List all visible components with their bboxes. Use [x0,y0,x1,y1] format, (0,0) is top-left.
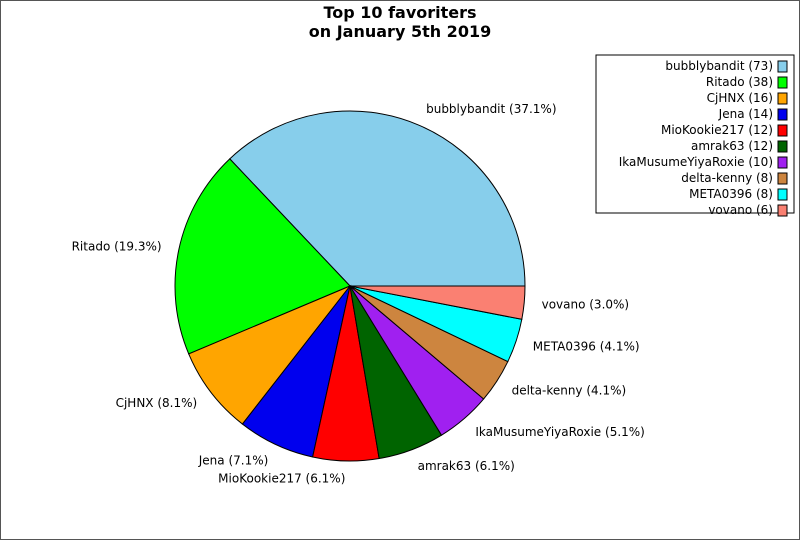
legend-entry-vovano: vovano (6) [708,203,773,217]
legend-entry-ikamusumeyiyaroxie: IkaMusumeYiyaRoxie (10) [619,155,773,169]
legend-swatch-ikamusumeyiyaroxie [777,156,788,169]
slice-label-ritado: Ritado (19.3%) [72,239,162,253]
legend-entry-delta-kenny: delta-kenny (8) [681,171,773,185]
legend-entry-meta0396: META0396 (8) [689,187,773,201]
pie-slice-ritado [174,158,351,355]
slice-label-ikamusumeyiyaroxie: IkaMusumeYiyaRoxie (5.1%) [475,425,644,439]
chart-title-line-2: on January 5th 2019 [309,22,491,41]
legend-swatch-ritado [777,76,788,89]
pie-slice-vovano [349,285,526,320]
legend-entry-miokookie217: MioKookie217 (12) [661,123,773,137]
legend-entry-cjhnx: CjHNX (16) [707,91,773,105]
slice-label-miokookie217: MioKookie217 (6.1%) [218,471,345,485]
legend-entry-jena: Jena (14) [718,107,773,121]
legend-swatch-jena [777,108,788,121]
slice-label-jena: Jena (7.1%) [198,453,269,467]
legend-swatch-meta0396 [777,188,788,201]
pie-slices [174,110,526,462]
slice-label-delta-kenny: delta-kenny (4.1%) [512,384,627,398]
slice-label-amrak63: amrak63 (6.1%) [418,459,515,473]
legend: bubblybandit (73) Ritado (38) CjHNX (16) Je… [595,54,795,217]
legend-swatch-amrak63 [777,140,788,153]
legend-entry-ritado: Ritado (38) [706,75,773,89]
pie-slice-cjhnx [188,284,352,425]
legend-entry-amrak63: amrak63 (12) [691,139,773,153]
pie-slice-bubblybandit [229,110,526,287]
slice-label-vovano: vovano (3.0%) [542,297,630,311]
slice-label-bubblybandit: bubblybandit (37.1%) [426,102,556,116]
slice-label-cjhnx: CjHNX (8.1%) [116,396,198,410]
legend-swatch-miokookie217 [777,124,788,137]
slice-labels: bubblybandit (37.1%) Ritado (19.3%) CjHNX … [72,102,645,485]
slice-label-meta0396: META0396 (4.1%) [533,339,640,353]
chart-title-line-1: Top 10 favoriters [323,3,476,22]
legend-swatch-delta-kenny [777,172,788,185]
legend-swatch-bubblybandit [777,60,788,73]
legend-swatch-vovano [777,204,788,217]
legend-swatch-cjhnx [777,92,788,105]
legend-box [595,54,795,214]
legend-entry-bubblybandit: bubblybandit (73) [665,59,773,73]
